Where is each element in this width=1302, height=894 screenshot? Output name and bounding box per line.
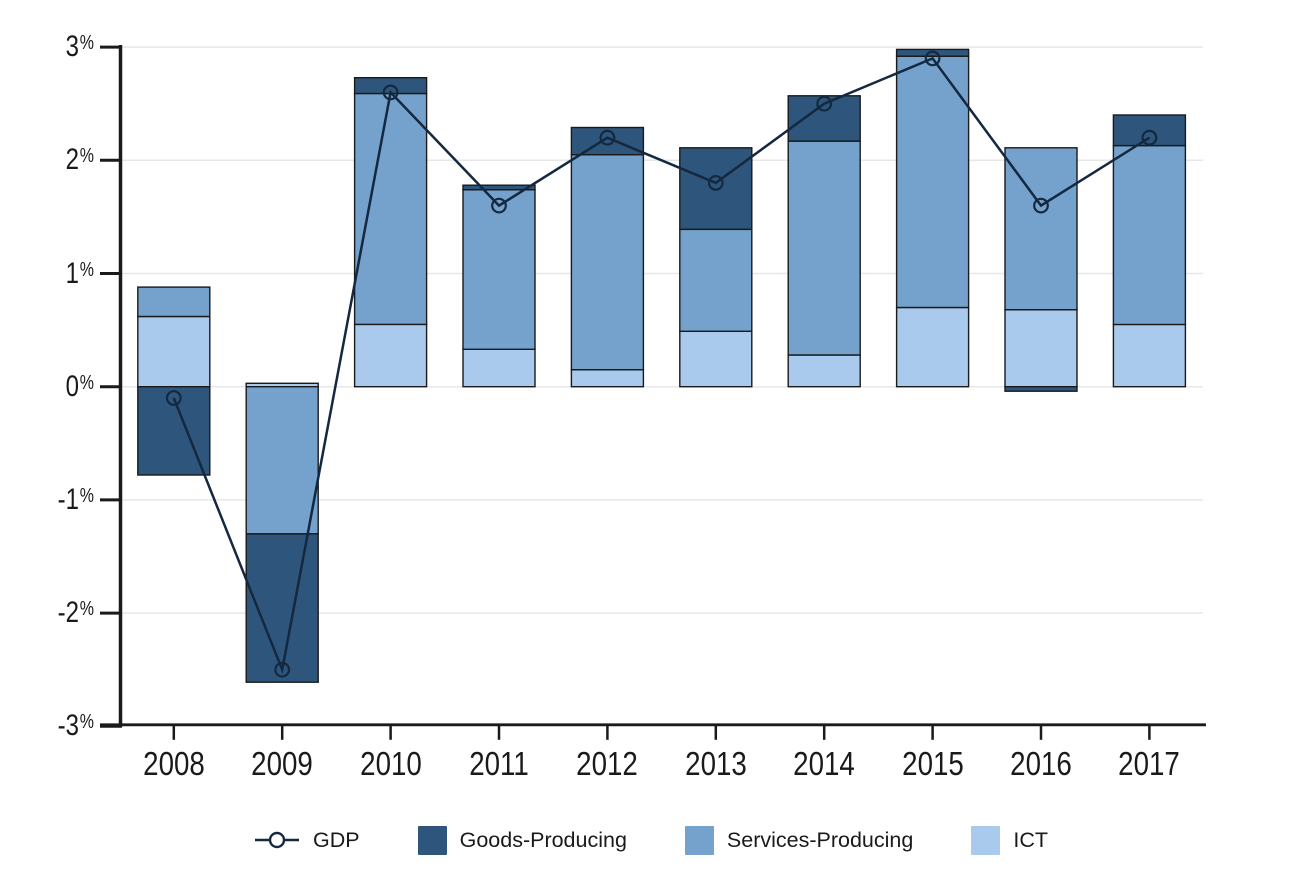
bar-2015-Goods-Producing <box>895 48 970 57</box>
legend-label-goods-producing: Goods-Producing <box>459 827 627 852</box>
services-producing-swatch-icon <box>684 825 714 855</box>
gdp-marker-2017 <box>1141 129 1158 146</box>
legend-item-ict: ICT <box>971 825 1048 855</box>
legend-label-gdp: GDP <box>313 827 360 852</box>
gdp-marker-2008 <box>165 390 182 406</box>
gdp-marker-2014 <box>816 95 833 112</box>
goods-producing-swatch-icon <box>417 825 447 855</box>
bar-2009-Services-Producing <box>245 386 319 535</box>
bar-2016-Goods-Producing <box>1004 386 1078 392</box>
bar-2011-ICT <box>462 348 536 388</box>
bar-2013-Goods-Producing <box>679 147 753 231</box>
bar-2013-ICT <box>679 330 753 388</box>
legend-item-goods-producing: Goods-Producing <box>417 825 627 855</box>
legend-item-gdp: GDP <box>254 828 360 853</box>
bar-2015-ICT <box>895 306 970 388</box>
gdp-marker-2011 <box>491 197 507 214</box>
gdp-marker-2015 <box>924 50 941 67</box>
gdp-marker-2010 <box>382 84 399 101</box>
gdp-marker-2009 <box>274 661 291 678</box>
bar-2010-ICT <box>353 323 428 388</box>
bar-2012-Goods-Producing <box>570 126 645 156</box>
bar-2008-Services-Producing <box>137 286 211 318</box>
bar-2012-ICT <box>570 369 645 388</box>
gdp-marker-2013 <box>707 174 724 191</box>
bar-2012-Services-Producing <box>570 153 645 371</box>
legend-label-services-producing: Services-Producing <box>726 827 914 852</box>
bar-2014-ICT <box>787 354 861 388</box>
bar-2016-ICT <box>1004 309 1078 388</box>
legend: GDP Goods-Producing Services-Producing I… <box>0 818 1302 862</box>
bar-2014-Services-Producing <box>787 140 861 356</box>
ict-swatch-icon <box>971 825 1001 855</box>
gdp-line-marker-icon <box>255 831 299 849</box>
bar-2008-ICT <box>137 315 211 388</box>
bar-2011-Services-Producing <box>462 188 536 351</box>
bar-2011-Goods-Producing <box>462 184 536 191</box>
bar-2010-Services-Producing <box>353 92 428 326</box>
bar-2017-Services-Producing <box>1112 144 1187 326</box>
legend-label-ict: ICT <box>1013 827 1048 852</box>
bar-2013-Services-Producing <box>679 228 753 332</box>
gdp-marker-2016 <box>1033 197 1049 214</box>
legend-item-services-producing: Services-Producing <box>684 825 914 855</box>
gdp-marker-2012 <box>599 129 616 146</box>
bar-2017-ICT <box>1112 323 1187 388</box>
bar-2016-Services-Producing <box>1004 147 1078 311</box>
gdp-line <box>172 56 1151 675</box>
